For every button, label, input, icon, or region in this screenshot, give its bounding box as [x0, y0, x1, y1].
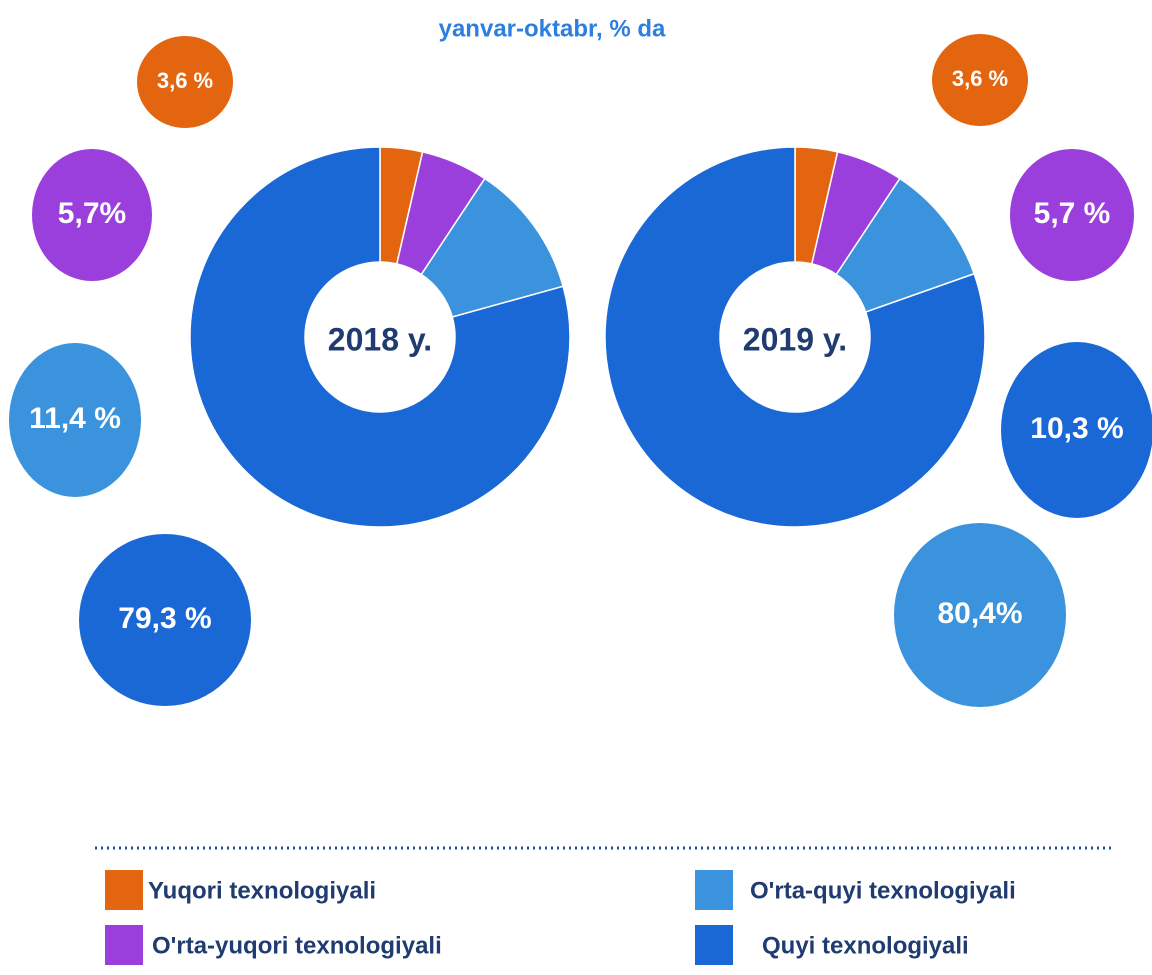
legend-label: O'rta-yuqori texnologiyali — [152, 932, 442, 959]
legend-label: Quyi texnologiyali — [762, 932, 969, 959]
value-bubble — [894, 523, 1066, 707]
legend-label: Yuqori texnologiyali — [148, 877, 376, 904]
center-label: 2019 y. — [743, 321, 847, 357]
value-label: 79,3 % — [118, 602, 211, 635]
legend-swatch — [695, 925, 733, 965]
value-bubble — [932, 34, 1028, 126]
value-label: 5,7% — [58, 197, 126, 230]
value-bubble — [32, 149, 152, 281]
value-bubble — [79, 534, 251, 706]
chart-title: yanvar-oktabr, % da — [439, 15, 666, 42]
value-bubble — [9, 343, 141, 497]
value-label: 11,4 % — [29, 402, 121, 435]
legend-swatch — [105, 870, 143, 910]
value-bubble — [1001, 342, 1152, 518]
value-label: 3,6 % — [157, 68, 213, 93]
legend-label: O'rta-quyi texnologiyali — [750, 877, 1016, 904]
value-bubble — [1010, 149, 1134, 281]
value-bubble — [137, 36, 233, 128]
donut-segment — [604, 146, 986, 528]
value-label: 80,4% — [937, 597, 1022, 630]
legend-swatch — [105, 925, 143, 965]
legend-swatch — [695, 870, 733, 910]
value-label: 5,7 % — [1034, 197, 1111, 230]
center-label: 2018 y. — [328, 321, 432, 357]
donut-segment — [189, 146, 571, 528]
value-label: 10,3 % — [1030, 412, 1123, 445]
value-label: 3,6 % — [952, 66, 1008, 91]
